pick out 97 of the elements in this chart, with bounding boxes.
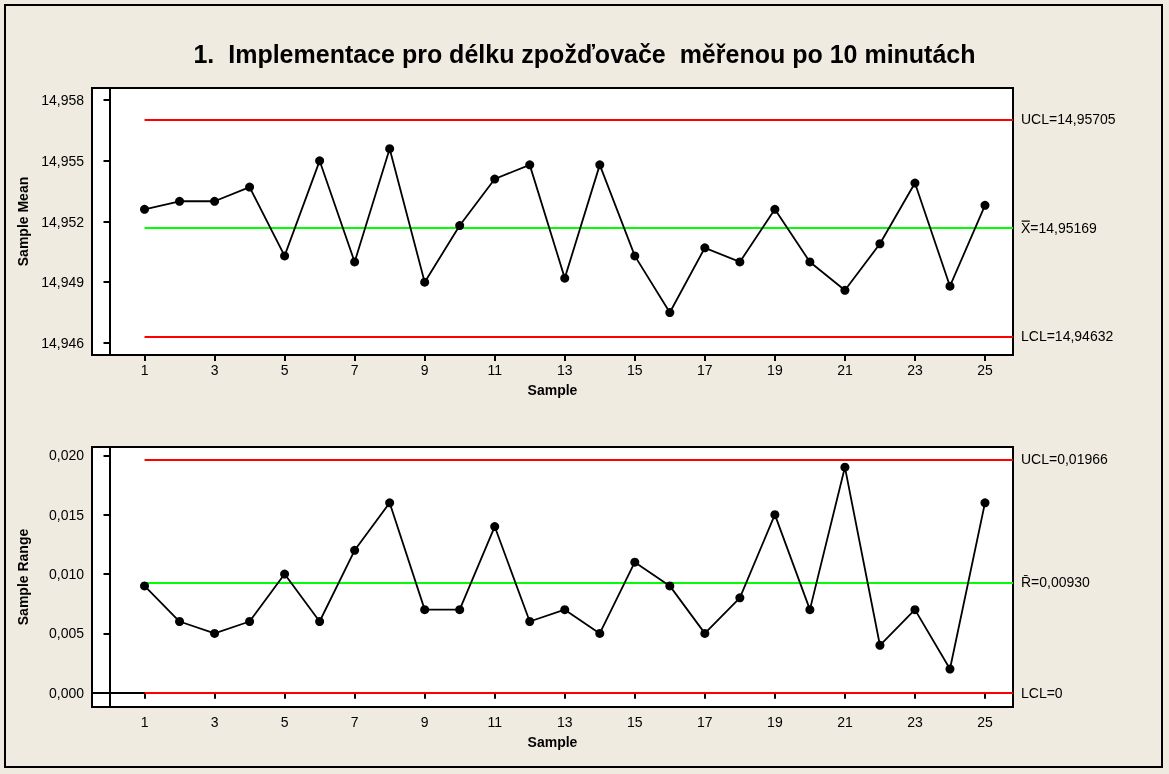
point	[385, 498, 395, 508]
point	[805, 605, 815, 615]
point	[455, 605, 465, 615]
y-tick-label: 0,010	[48, 566, 85, 583]
point	[910, 178, 920, 188]
point	[735, 593, 745, 603]
x-tick-label: 11	[487, 714, 503, 730]
x-tick-label: 9	[420, 714, 429, 730]
y-tick-label: 14,958	[41, 92, 85, 109]
point	[245, 182, 255, 192]
y-tick-label: 0,005	[48, 625, 85, 642]
point	[420, 277, 430, 287]
point	[385, 144, 395, 154]
point	[490, 522, 500, 532]
x-tick-label: 25	[977, 362, 993, 378]
x-axis-title: Sample	[527, 382, 578, 398]
point	[315, 617, 325, 627]
x-tick-label: 13	[556, 714, 573, 730]
point	[140, 204, 150, 214]
point	[140, 581, 150, 591]
x-tick-label: 9	[420, 362, 429, 378]
ref-line-label: LCL=14,94632	[1021, 328, 1114, 345]
y-axis-title: Sample Range	[15, 528, 31, 626]
x-tick-label: 3	[210, 714, 219, 730]
x-tick-label: 19	[767, 714, 783, 730]
y-tick-label: 14,949	[41, 274, 85, 291]
x-tick-label: 19	[767, 362, 783, 378]
y-axis-title: Sample Mean	[15, 176, 31, 267]
point	[175, 196, 185, 206]
x-tick-label: 11	[487, 362, 503, 378]
point	[595, 628, 605, 638]
chart-title: 1. Implementace pro délku zpožďovače měřenou po 10 minutách	[193, 39, 976, 68]
point	[280, 569, 290, 579]
x-tick-label: 21	[837, 714, 853, 730]
point	[455, 221, 465, 231]
point	[840, 462, 850, 472]
point	[700, 628, 710, 638]
y-tick-label: 0,020	[48, 447, 85, 464]
point	[595, 160, 605, 170]
point	[770, 204, 780, 214]
y-tick-label: 14,955	[41, 152, 85, 169]
point	[980, 200, 990, 210]
ref-line-label: LCL=0	[1021, 684, 1063, 701]
point	[350, 257, 360, 267]
point	[630, 251, 640, 261]
point	[175, 617, 185, 627]
x-tick-label: 5	[280, 714, 289, 730]
point	[840, 285, 850, 295]
x-tick-label: 23	[907, 714, 923, 730]
x-tick-label: 25	[977, 714, 993, 730]
x-axis-title: Sample	[527, 734, 578, 750]
x-tick-label: 15	[627, 362, 643, 378]
ref-line-label: UCL=0,01966	[1021, 451, 1108, 468]
point	[665, 581, 675, 591]
point	[490, 174, 500, 184]
point	[910, 605, 920, 615]
y-tick-label: 14,946	[41, 334, 85, 351]
point	[630, 557, 640, 567]
point	[245, 617, 255, 627]
point	[700, 243, 710, 253]
point	[770, 510, 780, 520]
point	[875, 640, 885, 650]
x-tick-label: 1	[140, 714, 149, 730]
x-tick-label: 7	[350, 362, 359, 378]
point	[805, 257, 815, 267]
x-tick-label: 17	[697, 714, 713, 730]
x-tick-label: 15	[627, 714, 643, 730]
point	[210, 196, 220, 206]
point	[280, 251, 290, 261]
point	[980, 498, 990, 508]
ref-line-label: R̄=0,00930	[1021, 574, 1091, 591]
y-tick-label: 0,000	[48, 684, 85, 701]
point	[735, 257, 745, 267]
x-tick-label: 13	[556, 362, 573, 378]
point	[525, 160, 535, 170]
x-tick-label: 23	[907, 362, 923, 378]
point	[560, 605, 570, 615]
point	[945, 664, 955, 674]
x-tick-label: 5	[280, 362, 289, 378]
point	[350, 545, 360, 555]
x-tick-label: 1	[140, 362, 149, 378]
y-tick-label: 14,952	[41, 213, 85, 230]
point	[315, 156, 325, 166]
point	[665, 308, 675, 318]
point	[525, 617, 535, 627]
x-tick-label: 21	[837, 362, 853, 378]
x-tick-label: 17	[697, 362, 713, 378]
ref-line-label: X̿=14,95169	[1020, 219, 1098, 236]
point	[210, 628, 220, 638]
point	[875, 239, 885, 249]
ref-line-label: UCL=14,95705	[1021, 111, 1116, 128]
point	[420, 605, 430, 615]
point	[945, 281, 955, 291]
x-tick-label: 7	[350, 714, 359, 730]
point	[560, 273, 570, 283]
y-tick-label: 0,015	[48, 506, 85, 523]
x-tick-label: 3	[210, 362, 219, 378]
